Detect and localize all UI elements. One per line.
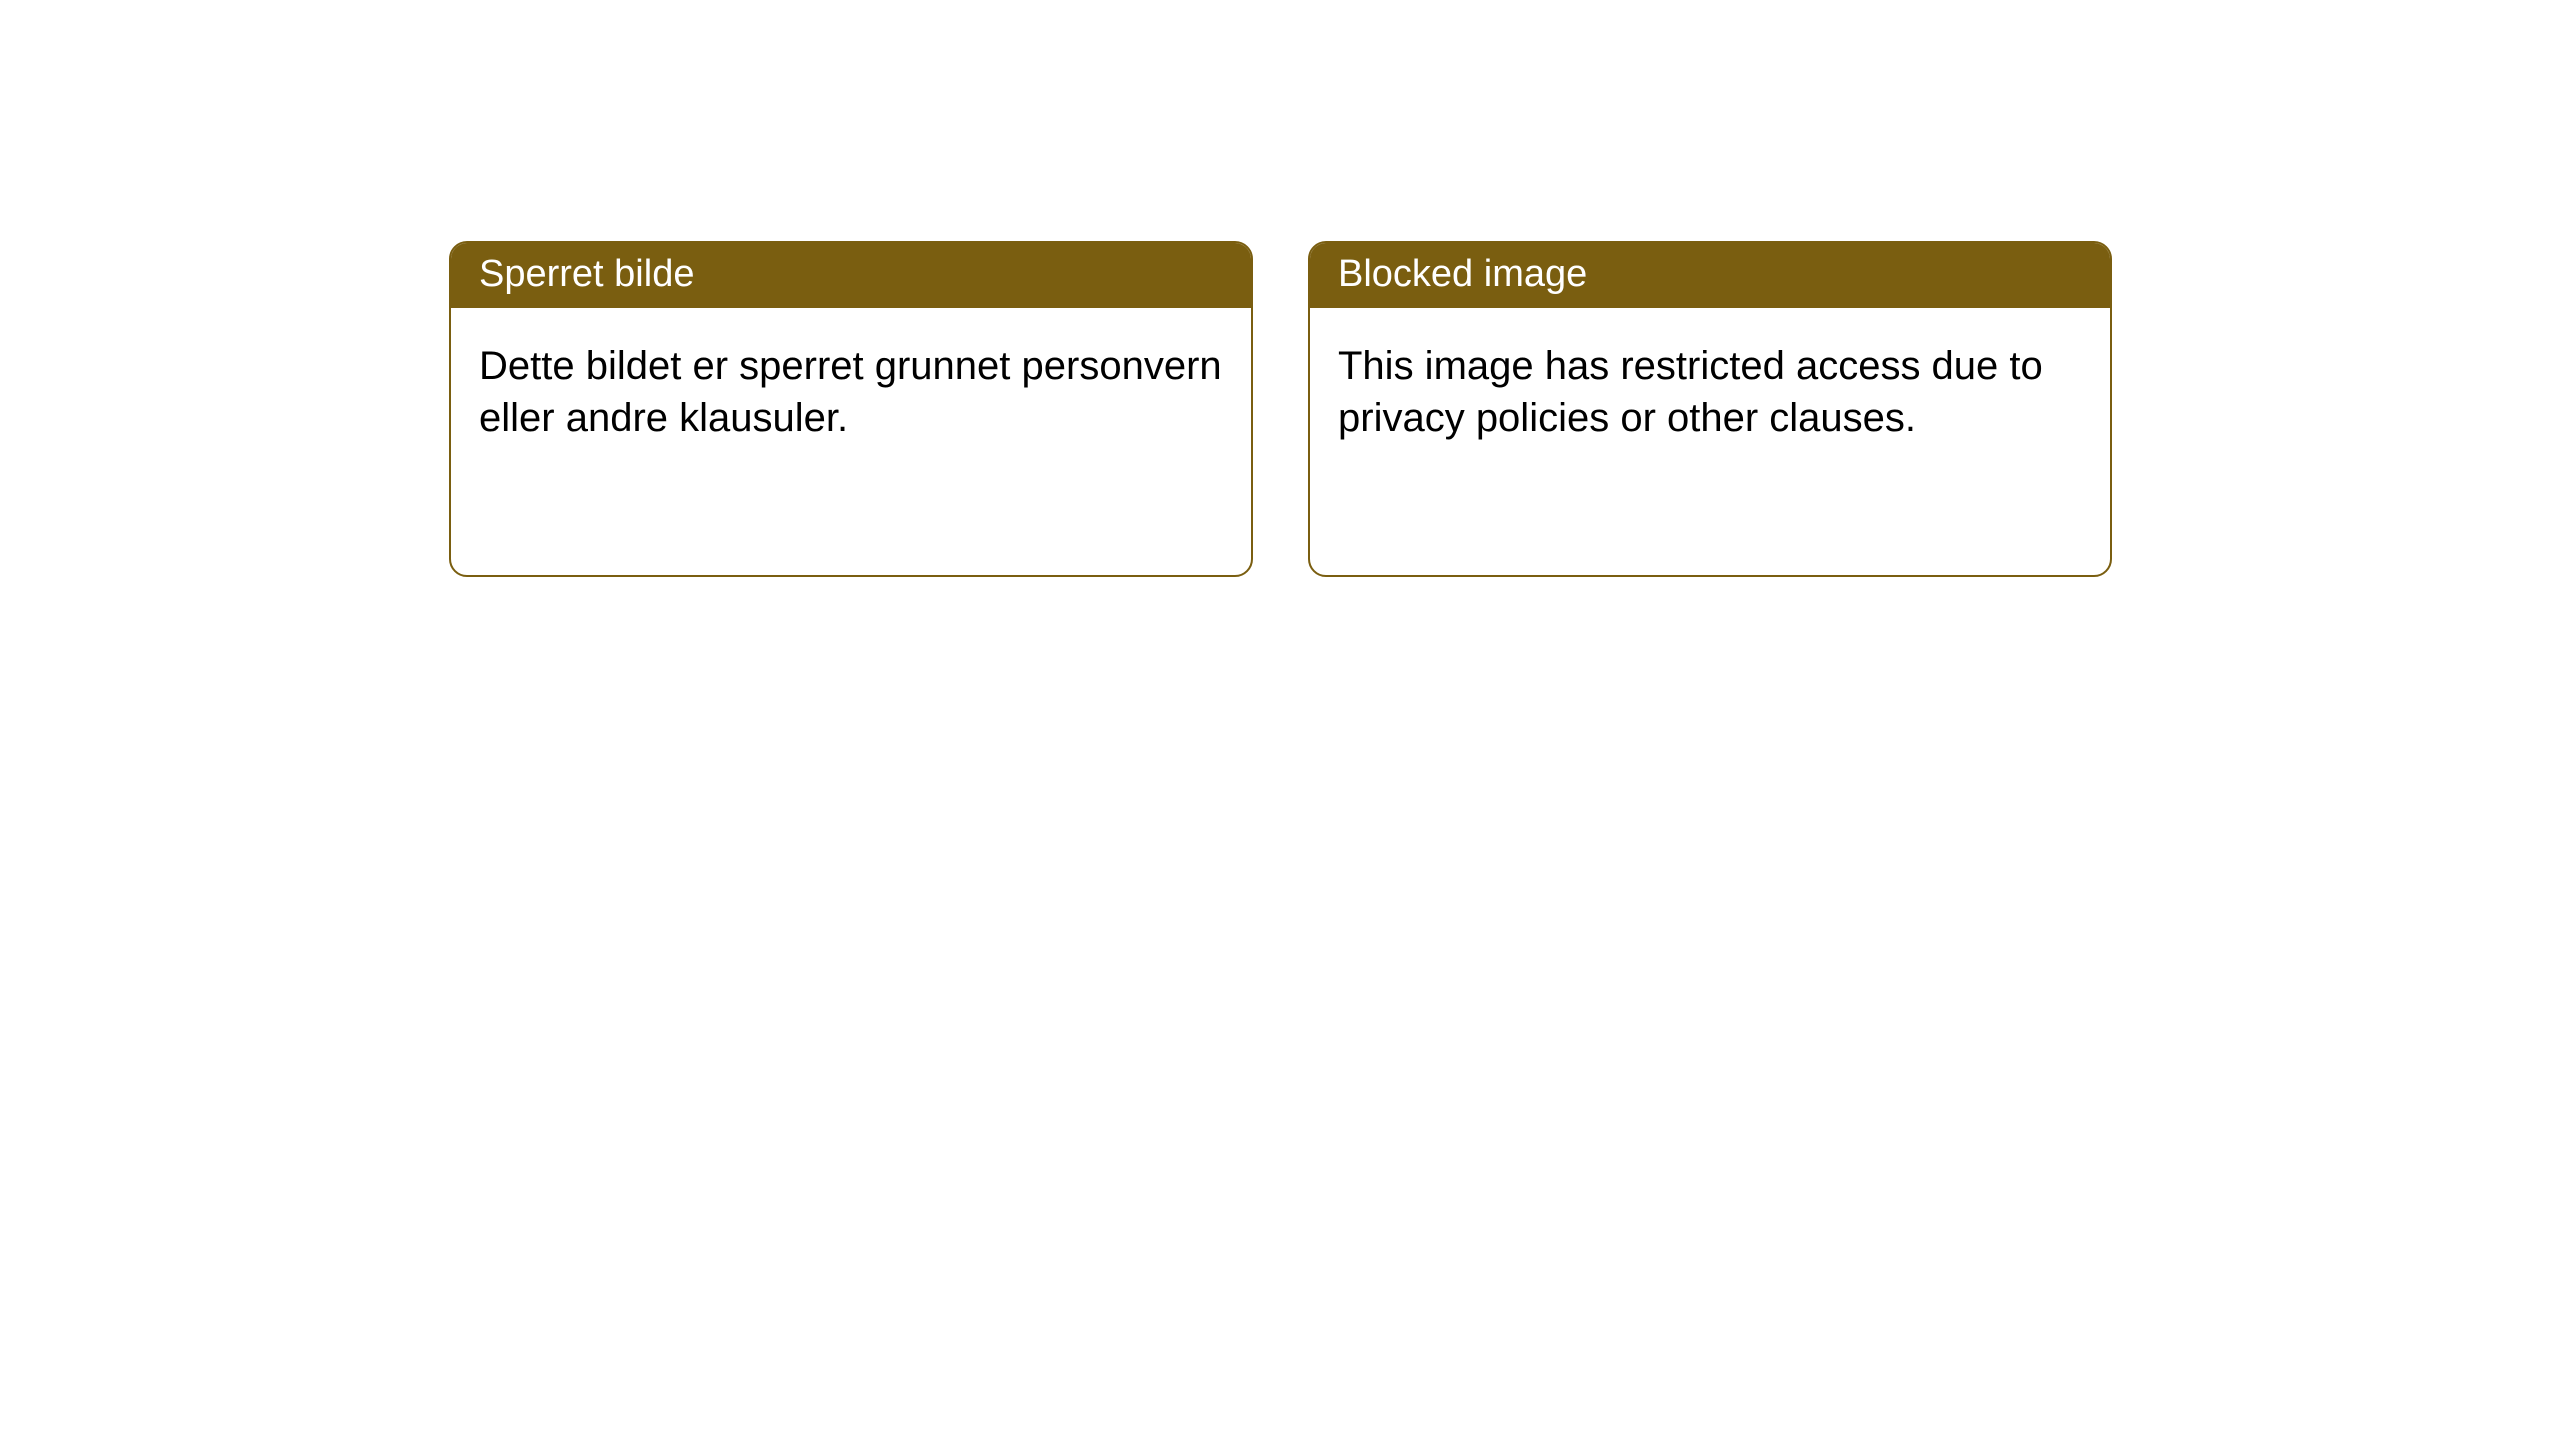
blocked-image-card-no: Sperret bilde Dette bildet er sperret gr… (449, 241, 1253, 577)
card-body-no: Dette bildet er sperret grunnet personve… (451, 308, 1251, 476)
card-header-no: Sperret bilde (451, 243, 1251, 308)
card-body-en: This image has restricted access due to … (1310, 308, 2110, 476)
card-header-en: Blocked image (1310, 243, 2110, 308)
cards-container: Sperret bilde Dette bildet er sperret gr… (0, 0, 2560, 577)
blocked-image-card-en: Blocked image This image has restricted … (1308, 241, 2112, 577)
